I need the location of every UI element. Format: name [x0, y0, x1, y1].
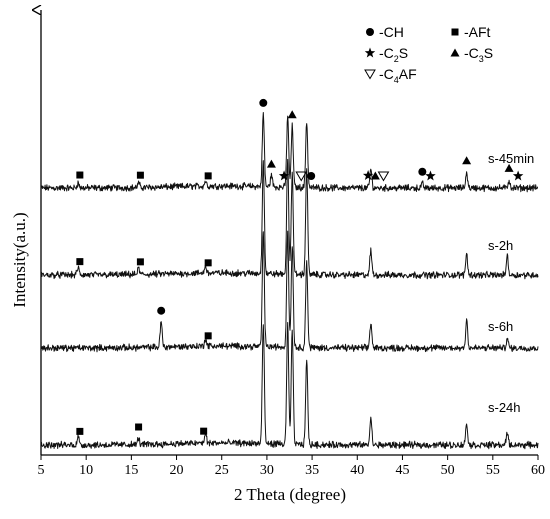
phase-legend: -CH -AFt -C2S -C3S -C4AF — [364, 24, 493, 85]
square-phase-marker — [204, 332, 212, 340]
x-axis-ticks: 5 10 15 20 25 30 35 40 45 50 55 60 — [38, 455, 545, 478]
square-phase-marker — [200, 427, 208, 435]
square-phase-marker — [76, 171, 84, 179]
triangle-phase-marker — [370, 171, 380, 180]
triangle-phase-marker — [462, 156, 472, 165]
legend-item-star: -C2S — [364, 45, 408, 64]
xrd-trace-s-45min — [40, 112, 538, 193]
y-axis-title: Intensity(a.u.) — [10, 212, 29, 307]
triangle-phase-marker — [287, 110, 297, 119]
x-tick-label: 5 — [38, 463, 45, 478]
legend-item-square: -AFt — [451, 24, 491, 40]
circle-phase-marker — [259, 98, 268, 107]
star-phase-marker — [362, 170, 374, 180]
star-phase-marker — [425, 170, 436, 181]
triangle-phase-marker — [266, 159, 276, 168]
circle-phase-marker — [418, 167, 427, 176]
triangle-legend-icon — [450, 48, 460, 57]
xrd-trace-s-6h — [40, 230, 539, 353]
trace-label-s-6h: s-6h — [488, 319, 513, 334]
x-tick-label: 30 — [260, 463, 274, 478]
square-phase-marker — [76, 427, 84, 435]
x-tick-label: 20 — [170, 463, 184, 478]
xrd-trace-s-2h — [40, 158, 539, 280]
x-tick-label: 15 — [124, 463, 138, 478]
square-phase-marker — [204, 172, 212, 180]
xrd-traces — [40, 112, 539, 450]
circle-phase-marker — [307, 171, 316, 180]
trace-label-s-45min: s-45min — [488, 151, 534, 166]
square-phase-marker — [76, 258, 84, 266]
triangle-open-legend-icon — [364, 69, 376, 80]
legend-label: -CH — [379, 24, 404, 40]
circle-legend-icon — [366, 28, 374, 36]
legend-label: -C2S — [379, 45, 408, 64]
x-tick-label: 10 — [79, 463, 93, 478]
triangle-open-phase-marker — [377, 171, 390, 182]
legend-label: -AFt — [464, 24, 491, 40]
xrd-trace-s-24h — [40, 322, 539, 450]
legend-label: -C4AF — [379, 66, 417, 85]
square-legend-icon — [451, 28, 459, 36]
triangle-phase-marker — [504, 163, 514, 172]
x-tick-label: 55 — [486, 463, 500, 478]
square-phase-marker — [204, 259, 212, 267]
legend-item-circle: -CH — [366, 24, 404, 40]
star-phase-marker — [278, 170, 290, 181]
phase-markers — [76, 98, 524, 435]
legend-label: -C3S — [464, 45, 493, 64]
star-legend-icon — [364, 47, 376, 58]
trace-label-s-24h: s-24h — [488, 400, 521, 415]
x-tick-label: 40 — [350, 463, 364, 478]
square-phase-marker — [136, 171, 144, 179]
square-phase-marker — [136, 258, 144, 266]
x-tick-label: 60 — [531, 463, 545, 478]
trace-labels: s-45min s-2h s-6h s-24h — [488, 151, 534, 415]
x-tick-label: 35 — [305, 463, 319, 478]
legend-item-triangle: -C3S — [450, 45, 493, 64]
star-phase-marker — [512, 170, 524, 181]
trace-label-s-2h: s-2h — [488, 238, 513, 253]
x-tick-label: 50 — [441, 463, 455, 478]
circle-phase-marker — [157, 306, 166, 315]
square-phase-marker — [135, 423, 143, 431]
x-tick-label: 25 — [215, 463, 229, 478]
triangle-open-phase-marker — [295, 171, 308, 182]
x-tick-label: 45 — [395, 463, 409, 478]
legend-item-triangle-open: -C4AF — [364, 66, 417, 85]
x-axis-title: 2 Theta (degree) — [234, 485, 346, 504]
